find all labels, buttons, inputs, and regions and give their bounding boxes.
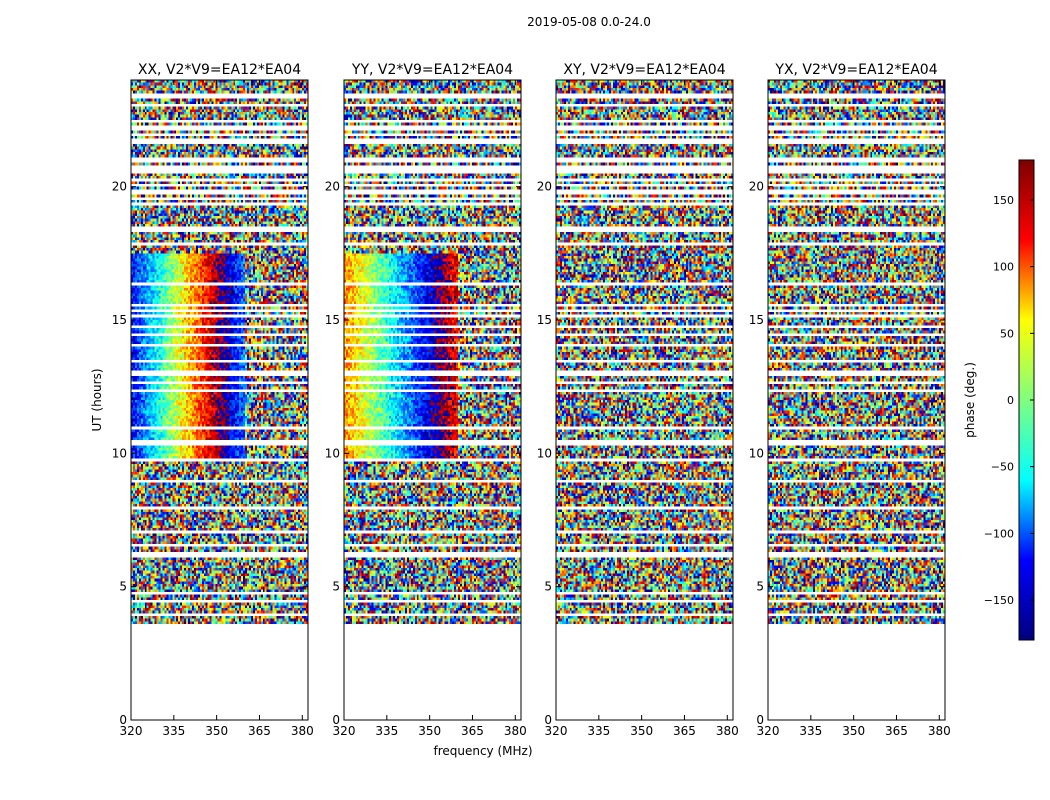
x-tick-label: 320 (757, 724, 780, 738)
heatmap-raster (768, 80, 945, 720)
heatmap-raster (131, 80, 308, 720)
panel-xx: XX, V2*V9=EA12*EA04 320 335 350 365 380 0 5 10 15… (112, 62, 314, 738)
x-tick-label: 350 (205, 724, 228, 738)
y-tick-label: 0 (544, 713, 552, 727)
y-tick-label: 5 (544, 580, 552, 594)
colorbar-tick-label: −100 (984, 527, 1014, 540)
panel-frame (767, 79, 946, 721)
y-tick-label: 5 (756, 580, 764, 594)
x-tick-label: 365 (885, 724, 908, 738)
figure-suptitle: 2019-05-08 0.0-24.0 (527, 15, 651, 29)
panel-title: XX, V2*V9=EA12*EA04 (138, 62, 301, 78)
panel-yy: YY, V2*V9=EA12*EA04 320 335 350 365 380 0 5 10 15… (325, 62, 527, 738)
colorbar-tick-label: 0 (1007, 394, 1014, 407)
colorbar-tick-label: 150 (993, 194, 1014, 207)
panel-yx: YX, V2*V9=EA12*EA04 320 335 350 365 380 0 5 10 15… (749, 62, 951, 738)
x-tick-label: 350 (842, 724, 865, 738)
panel-frame (555, 79, 734, 721)
x-tick-label: 320 (120, 724, 143, 738)
panel-title: XY, V2*V9=EA12*EA04 (563, 62, 725, 78)
x-tick-label: 320 (333, 724, 356, 738)
heatmap-raster (556, 80, 733, 720)
x-tick-label: 365 (248, 724, 271, 738)
heatmap-raster (344, 80, 521, 720)
x-tick-label: 350 (630, 724, 653, 738)
y-tick-label: 20 (749, 180, 764, 194)
x-tick-label: 380 (504, 724, 527, 738)
y-tick-label: 15 (749, 313, 764, 327)
y-tick-label: 15 (112, 313, 127, 327)
panel-title: YX, V2*V9=EA12*EA04 (774, 62, 937, 78)
colorbar: 150 100 50 0 −50 −100 −150 phase (deg.) (963, 159, 1035, 641)
y-tick-label: 0 (332, 713, 340, 727)
y-axis-label: UT (hours) (90, 368, 104, 431)
y-tick-label: 20 (537, 180, 552, 194)
x-tick-label: 335 (587, 724, 610, 738)
y-tick-label: 10 (325, 446, 340, 460)
y-tick-label: 10 (749, 446, 764, 460)
x-tick-label: 380 (928, 724, 951, 738)
y-tick-label: 0 (756, 713, 764, 727)
y-tick-label: 0 (119, 713, 127, 727)
y-tick-label: 5 (119, 580, 127, 594)
panel-title: YY, V2*V9=EA12*EA04 (351, 62, 513, 78)
x-tick-label: 335 (799, 724, 822, 738)
y-tick-label: 5 (332, 580, 340, 594)
y-tick-label: 20 (112, 180, 127, 194)
y-tick-label: 15 (325, 313, 340, 327)
panels-group: XX, V2*V9=EA12*EA04 320 335 350 365 380 0 5 10 15… (112, 62, 951, 738)
x-axis-label: frequency (MHz) (433, 744, 532, 758)
x-tick-label: 380 (291, 724, 314, 738)
y-tick-label: 20 (325, 180, 340, 194)
y-tick-label: 10 (112, 446, 127, 460)
y-tick-label: 15 (537, 313, 552, 327)
x-tick-label: 365 (673, 724, 696, 738)
x-tick-label: 350 (418, 724, 441, 738)
x-tick-label: 320 (545, 724, 568, 738)
x-tick-label: 335 (375, 724, 398, 738)
panel-frame (343, 79, 522, 721)
x-tick-label: 335 (162, 724, 185, 738)
colorbar-tick-label: 50 (1000, 327, 1014, 340)
colorbar-tick-label: −50 (991, 461, 1014, 474)
colorbar-tick-label: −150 (984, 594, 1014, 607)
y-tick-label: 10 (537, 446, 552, 460)
colorbar-label: phase (deg.) (963, 362, 977, 438)
panel-xy: XY, V2*V9=EA12*EA04 320 335 350 365 380 0 5 10 15… (537, 62, 739, 738)
x-tick-label: 380 (716, 724, 739, 738)
x-tick-label: 365 (461, 724, 484, 738)
panel-frame (130, 79, 309, 721)
colorbar-tick-label: 100 (993, 261, 1014, 274)
